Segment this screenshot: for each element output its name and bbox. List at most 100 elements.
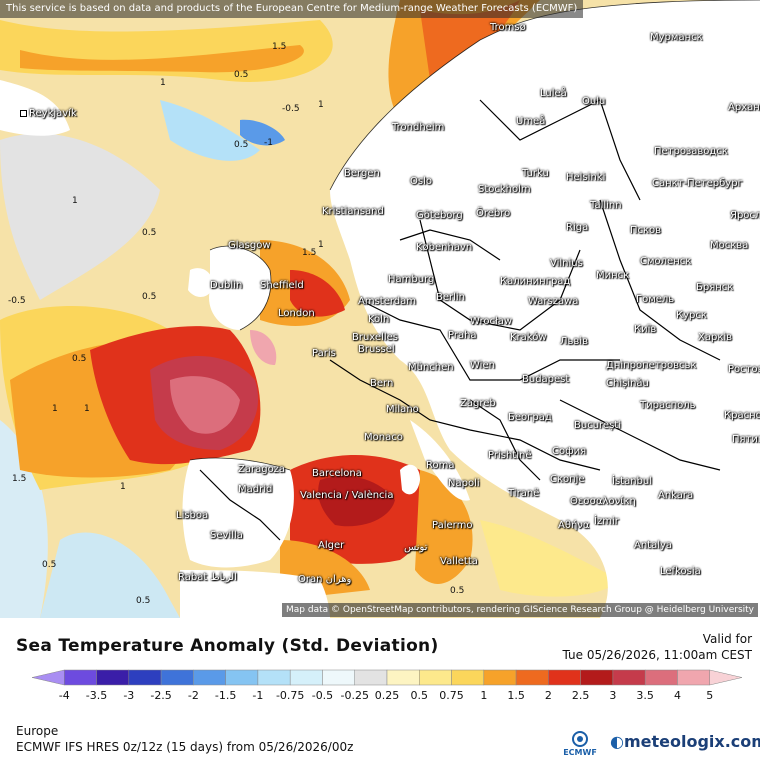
city-label[interactable]: Reykjavík <box>20 108 77 119</box>
city-label[interactable]: Краснодар <box>724 410 760 421</box>
city-label[interactable]: İstanbul <box>612 476 653 487</box>
city-label[interactable]: Praha <box>448 330 477 341</box>
city-label[interactable]: Київ <box>634 324 657 335</box>
city-label[interactable]: Oran وهران <box>298 574 352 585</box>
city-label[interactable]: Тирасполь <box>640 400 696 411</box>
city-label[interactable]: Sheffield <box>260 280 304 291</box>
city-label[interactable]: Смоленск <box>640 256 692 267</box>
city-label[interactable]: Paris <box>312 348 336 359</box>
city-label[interactable]: Θεσσαλονίκη <box>570 496 636 507</box>
city-label[interactable]: Ankara <box>658 490 694 501</box>
city-label[interactable]: București <box>574 420 621 431</box>
city-label[interactable]: Milano <box>386 404 419 415</box>
city-label[interactable]: Zaragoza <box>238 464 286 475</box>
city-marker-icon <box>20 109 27 117</box>
city-label[interactable]: Wrocław <box>470 316 513 327</box>
city-label[interactable]: Barcelona <box>312 468 362 479</box>
city-label[interactable]: Αθήνα <box>558 520 590 531</box>
city-label[interactable]: Luleå <box>540 88 567 99</box>
city-label[interactable]: Скопје <box>550 474 585 485</box>
colorbar-swatch <box>548 669 581 686</box>
city-label[interactable]: Madrid <box>238 484 273 495</box>
city-label[interactable]: Oulu <box>582 96 606 107</box>
city-label[interactable]: Гомель <box>636 294 675 305</box>
city-label[interactable]: София <box>552 446 587 457</box>
city-label[interactable]: Göteborg <box>416 210 463 221</box>
city-label[interactable]: Львів <box>560 336 588 347</box>
city-label[interactable]: Turku <box>522 168 549 179</box>
city-label[interactable]: Tallinn <box>590 200 622 211</box>
city-label[interactable]: Palermo <box>432 520 473 531</box>
map-view[interactable]: This service is based on data and produc… <box>0 0 760 618</box>
city-label[interactable]: Дніпропетровськ <box>606 360 697 371</box>
ecmwf-logo[interactable]: ECMWF <box>556 730 604 758</box>
city-label[interactable]: Brussel <box>358 344 395 355</box>
city-label[interactable]: تونس <box>404 542 428 553</box>
city-label[interactable]: Брянск <box>696 282 734 293</box>
city-label[interactable]: Warszawa <box>528 296 579 307</box>
city-label[interactable]: Amsterdam <box>358 296 417 307</box>
city-label[interactable]: Tiranë <box>508 488 540 499</box>
city-label[interactable]: Umeå <box>516 116 546 127</box>
city-label[interactable]: London <box>278 308 315 319</box>
colorbar-swatch <box>96 669 130 686</box>
city-label[interactable]: København <box>416 242 473 253</box>
city-label[interactable]: Zagreb <box>460 398 496 409</box>
city-label[interactable]: Пятигорск <box>732 434 760 445</box>
city-label[interactable]: Prishtinë <box>488 450 532 461</box>
brand-logo[interactable]: ◐meteologix.com <box>610 732 760 751</box>
city-label[interactable]: Vilnius <box>550 258 583 269</box>
city-label[interactable]: Bruxelles <box>352 332 398 343</box>
city-label[interactable]: Псков <box>630 225 662 236</box>
city-label[interactable]: Петрозаводск <box>654 146 728 157</box>
colorbar-swatch <box>354 669 388 686</box>
city-label[interactable]: Москва <box>710 240 749 251</box>
city-label[interactable]: Lefkosia <box>660 566 701 577</box>
city-label[interactable]: München <box>408 362 454 373</box>
colorbar-tick-label: 2 <box>545 689 552 702</box>
city-label[interactable]: Курск <box>676 310 707 321</box>
city-label[interactable]: Trondheim <box>392 122 445 133</box>
city-label[interactable]: Riga <box>566 222 589 233</box>
city-label[interactable]: Tromsø <box>490 22 526 33</box>
city-label[interactable]: Alger <box>318 540 345 551</box>
city-label[interactable]: Bergen <box>344 168 380 179</box>
city-label[interactable]: Örebro <box>476 208 511 219</box>
city-label[interactable]: Wien <box>470 360 495 371</box>
city-label[interactable]: Sevilla <box>210 530 243 541</box>
colorbar-swatch <box>128 669 162 686</box>
city-label[interactable]: Минск <box>596 270 630 281</box>
city-label[interactable]: İzmir <box>594 516 619 527</box>
city-label[interactable]: Kristiansand <box>322 206 384 217</box>
city-label[interactable]: Napoli <box>448 478 480 489</box>
city-label[interactable]: Glasgow <box>228 240 271 251</box>
city-label[interactable]: Chișinău <box>606 378 649 389</box>
city-label[interactable]: Berlin <box>436 292 466 303</box>
city-label[interactable]: Харків <box>698 332 733 343</box>
city-label[interactable]: Antalya <box>634 540 673 551</box>
city-label[interactable]: Lisboa <box>176 510 209 521</box>
city-label[interactable]: Stockholm <box>478 184 531 195</box>
city-label[interactable]: Oslo <box>410 176 432 187</box>
brand-globe-icon: ◐ <box>610 732 624 751</box>
city-label[interactable]: Kraków <box>510 332 547 343</box>
city-label[interactable]: Valencia / València <box>300 490 394 501</box>
city-label[interactable]: Ростов <box>728 364 760 375</box>
city-label[interactable]: Dublin <box>210 280 243 291</box>
city-label[interactable]: Köln <box>368 314 390 325</box>
city-label[interactable]: Monaco <box>364 432 403 443</box>
city-label[interactable]: Bern <box>370 378 394 389</box>
city-label[interactable]: Hamburg <box>388 274 435 285</box>
city-label[interactable]: Мурманск <box>650 32 703 43</box>
city-label[interactable]: Valletta <box>440 556 478 567</box>
city-label[interactable]: Rabat الرباط <box>178 572 237 583</box>
city-label[interactable]: Београд <box>508 412 552 423</box>
contour-label: -0.5 <box>282 104 300 114</box>
city-label[interactable]: Ярославль <box>730 210 760 221</box>
city-label[interactable]: Санкт-Петербург <box>652 178 743 189</box>
city-label[interactable]: Helsinki <box>566 172 606 183</box>
city-label[interactable]: Архангельск <box>728 102 760 113</box>
city-label[interactable]: Roma <box>426 460 455 471</box>
city-label[interactable]: Калининград <box>500 276 571 287</box>
city-label[interactable]: Budapest <box>522 374 570 385</box>
